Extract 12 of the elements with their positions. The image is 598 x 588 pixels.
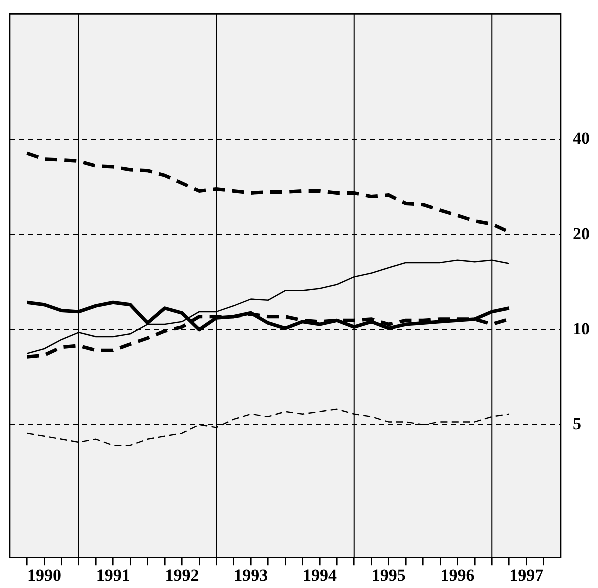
x-tick-label: 1991 bbox=[96, 566, 130, 586]
x-tick-label: 1996 bbox=[440, 566, 475, 586]
x-tick-label: 1994 bbox=[302, 566, 338, 586]
x-tick-label: 1990 bbox=[27, 566, 62, 586]
x-tick-label: 1997 bbox=[510, 566, 544, 586]
y-tick-label: 10 bbox=[573, 319, 590, 338]
y-tick-label: 40 bbox=[573, 129, 590, 148]
y-tick-label: 20 bbox=[573, 224, 590, 244]
x-tick-label: 1993 bbox=[234, 566, 268, 586]
y-tick-label: 5 bbox=[573, 414, 582, 434]
x-tick-label: 1995 bbox=[372, 566, 406, 586]
x-tick-label: 1992 bbox=[165, 566, 200, 586]
